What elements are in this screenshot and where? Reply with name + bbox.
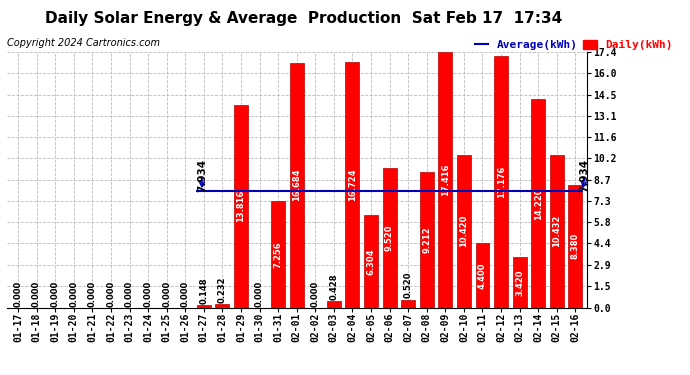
Text: 16.684: 16.684 — [292, 169, 302, 201]
Text: Copyright 2024 Cartronics.com: Copyright 2024 Cartronics.com — [7, 38, 160, 48]
Bar — [438, 52, 452, 308]
Text: 0.000: 0.000 — [14, 280, 23, 307]
Text: 9.520: 9.520 — [385, 225, 394, 251]
Legend: Average(kWh), Daily(kWh): Average(kWh), Daily(kWh) — [470, 36, 678, 54]
Bar — [401, 300, 415, 307]
Text: 4.400: 4.400 — [478, 262, 487, 288]
Bar — [569, 185, 582, 308]
Text: 0.000: 0.000 — [162, 280, 171, 307]
Text: 16.724: 16.724 — [348, 169, 357, 201]
Text: 0.428: 0.428 — [329, 273, 338, 300]
Text: 0.232: 0.232 — [218, 276, 227, 303]
Text: 6.304: 6.304 — [366, 248, 375, 274]
Text: 7.934: 7.934 — [580, 159, 590, 192]
Bar — [475, 243, 489, 308]
Text: 14.220: 14.220 — [533, 187, 543, 219]
Bar — [271, 201, 285, 308]
Bar — [513, 257, 526, 307]
Text: 10.432: 10.432 — [552, 215, 561, 247]
Text: 7.256: 7.256 — [274, 241, 283, 268]
Bar — [420, 172, 434, 308]
Text: 0.000: 0.000 — [255, 280, 264, 307]
Bar — [215, 304, 229, 307]
Text: 8.380: 8.380 — [571, 233, 580, 259]
Bar — [234, 105, 248, 308]
Text: 10.420: 10.420 — [460, 215, 469, 248]
Bar — [494, 56, 508, 308]
Text: 0.000: 0.000 — [106, 280, 115, 307]
Bar — [327, 301, 341, 307]
Bar — [290, 63, 304, 308]
Text: 17.416: 17.416 — [441, 164, 450, 196]
Bar — [364, 215, 378, 308]
Text: 0.000: 0.000 — [50, 280, 60, 307]
Text: 0.000: 0.000 — [144, 280, 152, 307]
Text: Daily Solar Energy & Average  Production  Sat Feb 17  17:34: Daily Solar Energy & Average Production … — [45, 11, 562, 26]
Text: 0.000: 0.000 — [32, 280, 41, 307]
Text: 9.212: 9.212 — [422, 226, 431, 253]
Bar — [197, 305, 210, 308]
Bar — [550, 154, 564, 308]
Text: 0.000: 0.000 — [310, 280, 319, 307]
Text: 0.000: 0.000 — [181, 280, 190, 307]
Text: 0.000: 0.000 — [88, 280, 97, 307]
Text: 0.520: 0.520 — [404, 272, 413, 298]
Text: 7.934: 7.934 — [197, 159, 207, 192]
Text: 13.816: 13.816 — [237, 190, 246, 222]
Bar — [457, 155, 471, 308]
Bar — [346, 62, 359, 308]
Text: 0.000: 0.000 — [69, 280, 78, 307]
Bar — [383, 168, 397, 308]
Text: 17.176: 17.176 — [497, 165, 506, 198]
Text: 3.420: 3.420 — [515, 269, 524, 296]
Text: 0.148: 0.148 — [199, 278, 208, 304]
Bar — [531, 99, 545, 308]
Text: 0.000: 0.000 — [125, 280, 134, 307]
